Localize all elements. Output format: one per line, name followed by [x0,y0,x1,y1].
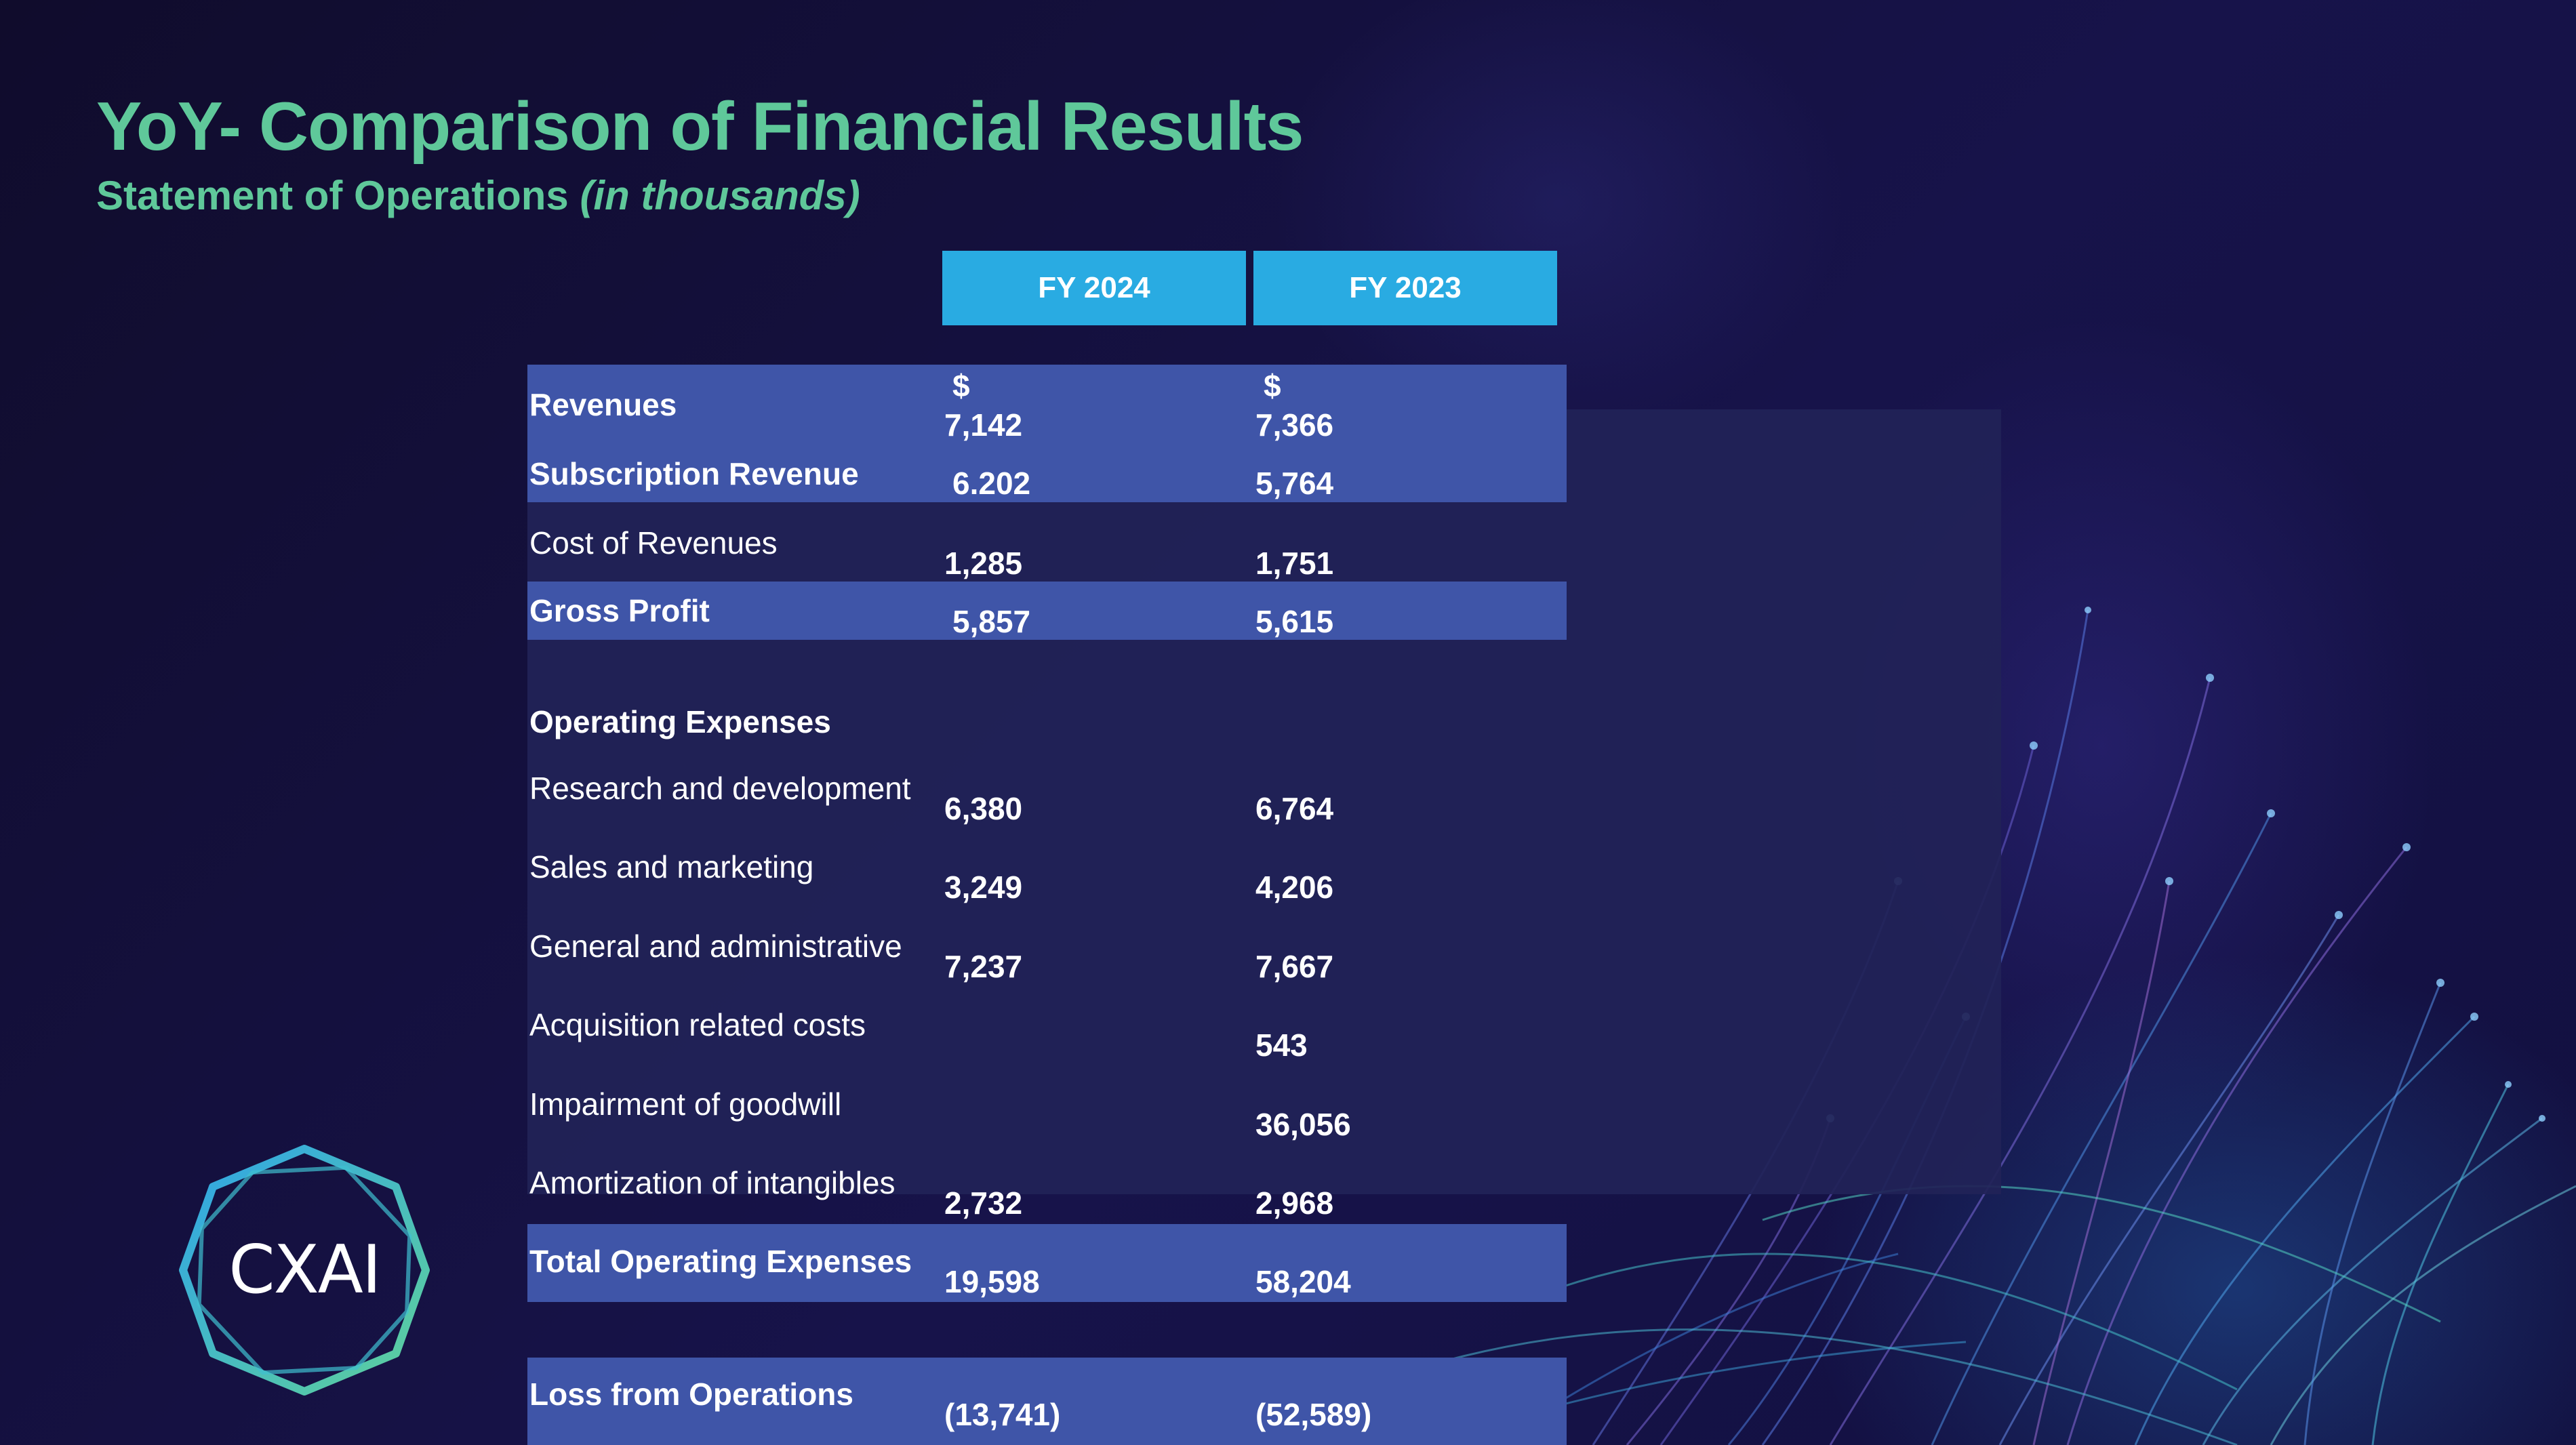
value-revenues-fy2023: 7,366 [1255,407,1334,443]
row-label-cost-of-revenues: Cost of Revenues [529,525,778,561]
row-label-amortization-of-intangibles: Amortization of intangibles [529,1165,895,1200]
value-amortization-of-intangibles-fy2024: 2,732 [944,1185,1023,1221]
table-panel-backdrop [527,409,2001,1194]
page-title: YoY- Comparison of Financial Results [96,89,1304,165]
row-label-sales-and-marketing: Sales and marketing [529,849,814,884]
value-general-and-administrative-fy2024: 7,237 [944,949,1023,984]
row-label-impairment-of-goodwill: Impairment of goodwill [529,1086,842,1122]
value-research-and-development-fy2023: 6,764 [1255,791,1334,826]
value-sales-and-marketing-fy2024: 3,249 [944,870,1023,905]
row-label-research-and-development: Research and development [529,771,911,806]
value-impairment-of-goodwill-fy2023: 36,056 [1255,1107,1351,1142]
value-revenues-fy2024: 7,142 [944,407,1023,443]
value-subscription-revenue-fy2023: 5,764 [1255,466,1334,501]
row-label-subscription-revenue: Subscription Revenue [529,456,859,491]
value-acquisition-related-costs-fy2023: 543 [1255,1027,1308,1063]
row-label-operating-expenses: Operating Expenses [529,704,831,739]
column-header-fy2023: FY 2023 [1253,251,1557,325]
value-subscription-revenue-fy2024: 6.202 [952,466,1031,501]
value-general-and-administrative-fy2023: 7,667 [1255,949,1334,984]
row-label-gross-profit: Gross Profit [529,593,710,628]
logo-text: CXAI [228,1232,382,1309]
currency-symbol-fy2024: $ [952,368,970,403]
value-cost-of-revenues-fy2023: 1,751 [1255,546,1334,581]
row-label-acquisition-related-costs: Acquisition related costs [529,1007,866,1042]
value-cost-of-revenues-fy2024: 1,285 [944,546,1023,581]
subtitle-unit: (in thousands) [580,173,860,218]
value-loss-from-operations-fy2024: (13,741) [944,1397,1061,1432]
currency-symbol-fy2023: $ [1264,368,1281,403]
value-amortization-of-intangibles-fy2023: 2,968 [1255,1185,1334,1221]
band-loss-from-operations [527,1358,1567,1445]
value-research-and-development-fy2024: 6,380 [944,791,1023,826]
value-gross-profit-fy2023: 5,615 [1255,604,1334,639]
row-label-total-operating-expenses: Total Operating Expenses [529,1244,912,1279]
subtitle-main: Statement of Operations [96,173,569,218]
page-subtitle: Statement of Operations (in thousands) [96,172,860,219]
column-header-fy2024: FY 2024 [942,251,1246,325]
row-label-loss-from-operations: Loss from Operations [529,1377,853,1412]
value-loss-from-operations-fy2023: (52,589) [1255,1397,1372,1432]
band-total-operating-expenses [527,1224,1567,1302]
value-gross-profit-fy2024: 5,857 [952,604,1031,639]
band-revenues [527,365,1567,502]
band-gross-profit [527,582,1567,640]
value-total-operating-expenses-fy2024: 19,598 [944,1264,1040,1299]
row-label-general-and-administrative: General and administrative [529,929,902,964]
value-sales-and-marketing-fy2023: 4,206 [1255,870,1334,905]
value-total-operating-expenses-fy2023: 58,204 [1255,1264,1351,1299]
cxai-logo-icon [179,1145,430,1396]
row-label-revenues: Revenues [529,387,677,422]
